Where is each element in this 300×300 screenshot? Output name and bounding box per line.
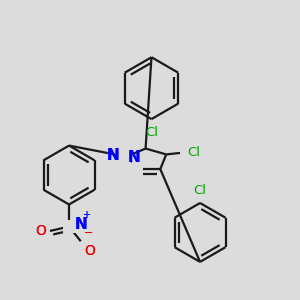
Text: N: N: [75, 217, 88, 232]
Text: Cl: Cl: [145, 126, 158, 139]
Text: +: +: [82, 210, 90, 220]
Text: O: O: [35, 224, 46, 238]
Text: N: N: [128, 150, 141, 165]
Text: N: N: [75, 217, 88, 232]
Text: Cl: Cl: [194, 184, 207, 196]
Text: O: O: [84, 244, 95, 258]
Bar: [62, 220, 76, 233]
Text: +: +: [82, 210, 90, 220]
Text: −: −: [84, 228, 94, 238]
Bar: [130, 163, 143, 176]
Bar: [118, 151, 131, 164]
Text: N: N: [128, 150, 141, 165]
Text: Cl: Cl: [187, 146, 200, 159]
Text: N: N: [107, 148, 120, 164]
Text: −: −: [84, 228, 94, 238]
Text: O: O: [35, 224, 46, 238]
Text: N: N: [107, 148, 120, 164]
Text: O: O: [84, 244, 95, 258]
